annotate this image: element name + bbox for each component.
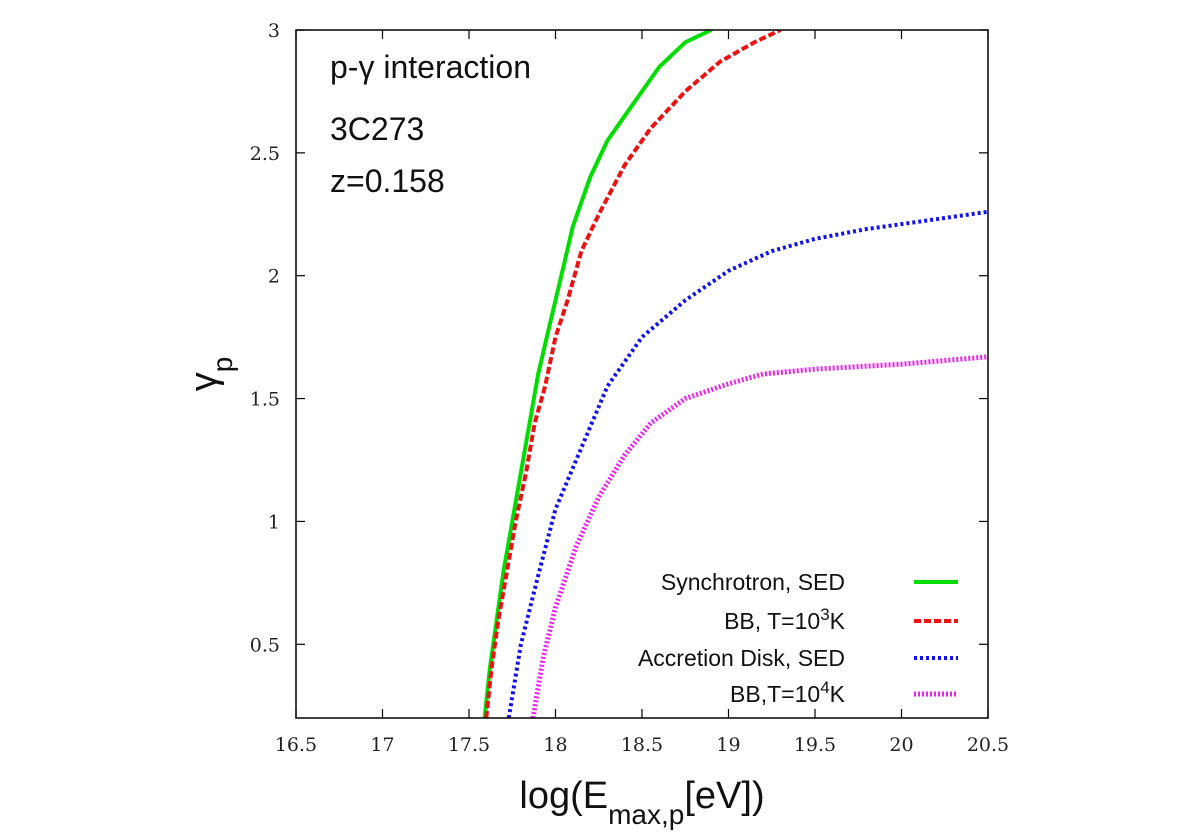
x-tick-label: 19.5 [794,734,836,756]
tick-labels: 16.5 17 17.5 18 18.5 19 19.5 20 20.5 0.5 1 1.5 2 2.5 3 [250,20,1009,756]
series-line-0 [482,30,713,718]
x-tick-label: 19 [716,734,740,756]
x-tick-label: 18.5 [621,734,663,756]
axis-ticks [295,29,989,718]
x-tick-label: 20.5 [967,734,1009,756]
y-tick-label: 2 [268,266,280,288]
y-tick-label: 1.5 [250,389,280,411]
x-tick-label: 18 [543,734,567,756]
y-axis-label: γp [183,357,238,392]
legend-label-1: BB, T=103K [724,605,846,635]
series-line-3 [530,354,988,718]
x-tick-label: 20 [889,734,913,756]
series-line-1 [484,30,782,718]
series-line-2 [506,209,988,718]
annotation-interaction: p-γ interaction [330,49,531,85]
plot-series [482,30,988,718]
x-tick-label: 17.5 [448,734,490,756]
annotation-source: 3C273 [330,111,424,147]
x-tick-label: 16.5 [275,734,317,756]
y-tick-label: 3 [268,20,280,42]
legend-label-0: Synchrotron, SED [661,569,845,595]
y-tick-label: 2.5 [250,143,280,165]
y-tick-label: 1 [268,511,280,533]
x-tick-label: 17 [370,734,394,756]
x-axis-label: log(Emax,p[eV]) [519,775,764,830]
legend-label-3: BB,T=104K [730,678,846,708]
annotation-redshift: z=0.158 [330,163,445,199]
y-tick-label: 0.5 [250,634,280,656]
legend: Synchrotron, SED BB, T=103K Accretion Disk… [638,569,958,707]
legend-label-2: Accretion Disk, SED [638,645,845,671]
